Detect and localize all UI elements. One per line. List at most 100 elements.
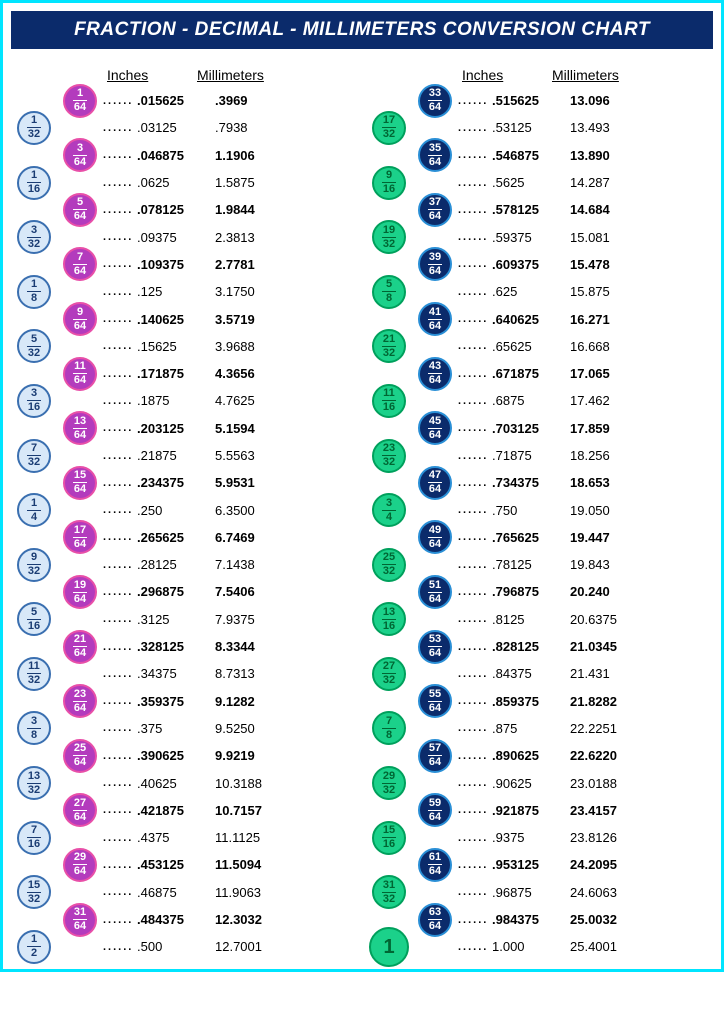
conversion-row: 4564...... .703125 17.859	[366, 415, 713, 442]
inches-value: .484375	[137, 912, 215, 927]
inches-value: .953125	[492, 857, 570, 872]
inches-value: .390625	[137, 748, 215, 763]
mm-value: 15.875	[570, 284, 713, 299]
mm-value: 21.431	[570, 666, 713, 681]
fraction-circle: 1316	[372, 602, 406, 636]
mm-value: 22.6220	[570, 748, 713, 763]
conversion-row: 3164...... .484375 12.3032	[11, 906, 358, 933]
fraction-circle: 1164	[63, 357, 97, 391]
inches-value: .250	[137, 503, 215, 518]
inches-value: .109375	[137, 257, 215, 272]
leader-dots: ......	[103, 177, 137, 189]
leader-dots: ......	[458, 450, 492, 462]
inches-value: .65625	[492, 339, 570, 354]
mm-value: 12.7001	[215, 939, 358, 954]
fraction-circle: 516	[17, 602, 51, 636]
left-headers: Inches Millimeters	[11, 67, 358, 83]
fraction-circle: 5564	[418, 684, 452, 718]
conversion-row: 4164...... .640625 16.271	[366, 305, 713, 332]
fraction-circle: 964	[63, 302, 97, 336]
fraction-circle: 4364	[418, 357, 452, 391]
mm-value: 5.5563	[215, 448, 358, 463]
mm-value: 10.7157	[215, 803, 358, 818]
conversion-row: 764...... .109375 2.7781	[11, 251, 358, 278]
fraction-circle: 2932	[372, 766, 406, 800]
conversion-row: 4764...... .734375 18.653	[366, 469, 713, 496]
inches-value: .750	[492, 503, 570, 518]
inches-value: .96875	[492, 885, 570, 900]
leader-dots: ......	[103, 941, 137, 953]
fraction-circle: 716	[17, 821, 51, 855]
inches-value: .8125	[492, 612, 570, 627]
leader-dots: ......	[458, 286, 492, 298]
fraction-circle: 1532	[17, 875, 51, 909]
mm-value: 9.1282	[215, 694, 358, 709]
mm-value: 19.050	[570, 503, 713, 518]
inches-value: .546875	[492, 148, 570, 163]
inches-value: .828125	[492, 639, 570, 654]
mm-value: 9.9219	[215, 748, 358, 763]
mm-value: 15.081	[570, 230, 713, 245]
leader-dots: ......	[103, 531, 137, 543]
mm-value: 18.256	[570, 448, 713, 463]
fraction-circle: 4164	[418, 302, 452, 336]
conversion-row: 1...... 1.000 25.4001	[366, 933, 713, 960]
mm-value: 7.9375	[215, 612, 358, 627]
leader-dots: ......	[458, 258, 492, 270]
leader-dots: ......	[458, 886, 492, 898]
fraction-circle: 1516	[372, 821, 406, 855]
inches-value: .0625	[137, 175, 215, 190]
mm-value: 17.065	[570, 366, 713, 381]
leader-dots: ......	[458, 477, 492, 489]
mm-value: 2.7781	[215, 257, 358, 272]
leader-dots: ......	[458, 804, 492, 816]
mm-value: 1.1906	[215, 148, 358, 163]
inches-value: .734375	[492, 475, 570, 490]
leader-dots: ......	[458, 559, 492, 571]
conversion-row: 2964...... .453125 11.5094	[11, 851, 358, 878]
inches-value: .34375	[137, 666, 215, 681]
fraction-circle: 1364	[63, 411, 97, 445]
fraction-circle: 132	[17, 111, 51, 145]
inches-value: .046875	[137, 148, 215, 163]
inches-value: .500	[137, 939, 215, 954]
mm-value: 5.1594	[215, 421, 358, 436]
inches-value: .171875	[137, 366, 215, 381]
leader-dots: ......	[103, 750, 137, 762]
mm-value: 7.5406	[215, 584, 358, 599]
conversion-row: 364...... .046875 1.1906	[11, 142, 358, 169]
fraction-circle: 5964	[418, 793, 452, 827]
inches-value: .890625	[492, 748, 570, 763]
mm-value: 3.1750	[215, 284, 358, 299]
leader-dots: ......	[458, 641, 492, 653]
conversion-row: 6164...... .953125 24.2095	[366, 851, 713, 878]
inches-value: .015625	[137, 93, 215, 108]
conversion-row: 1964...... .296875 7.5406	[11, 578, 358, 605]
mm-value: 20.6375	[570, 612, 713, 627]
inches-value: .140625	[137, 312, 215, 327]
inches-value: .90625	[492, 776, 570, 791]
inches-value: .1875	[137, 393, 215, 408]
inches-value: .59375	[492, 230, 570, 245]
leader-dots: ......	[458, 340, 492, 352]
fraction-circle: 6364	[418, 903, 452, 937]
inches-value: .84375	[492, 666, 570, 681]
conversion-row: 5964...... .921875 23.4157	[366, 797, 713, 824]
mm-value: .7938	[215, 120, 358, 135]
leader-dots: ......	[103, 422, 137, 434]
conversion-row: 3564...... .546875 13.890	[366, 142, 713, 169]
inches-value: .515625	[492, 93, 570, 108]
inches-value: .6875	[492, 393, 570, 408]
inches-value: .5625	[492, 175, 570, 190]
leader-dots: ......	[103, 395, 137, 407]
leader-dots: ......	[103, 204, 137, 216]
inches-value: .859375	[492, 694, 570, 709]
fraction-circle: 764	[63, 247, 97, 281]
leader-dots: ......	[458, 777, 492, 789]
leader-dots: ......	[458, 368, 492, 380]
leader-dots: ......	[103, 559, 137, 571]
leader-dots: ......	[103, 340, 137, 352]
fraction-circle: 2532	[372, 548, 406, 582]
conversion-row: 5164...... .796875 20.240	[366, 578, 713, 605]
mm-value: 17.462	[570, 393, 713, 408]
